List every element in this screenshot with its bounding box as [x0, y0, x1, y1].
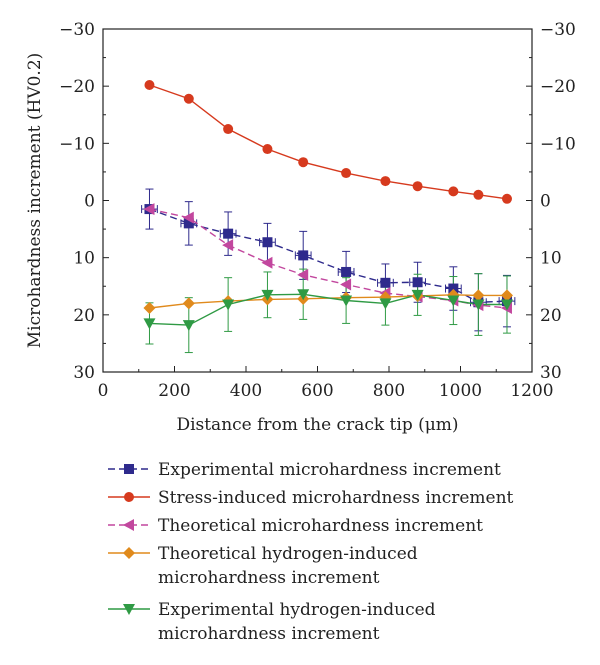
x-tick-label: 800: [373, 381, 405, 401]
series-line-1: [149, 208, 508, 304]
data-point-series-1: [223, 228, 234, 239]
data-point-series-4: [472, 289, 485, 302]
data-point-series-1: [262, 237, 273, 248]
legend-label-3: Theoretical microhardness increment: [158, 516, 483, 536]
y-axis-title: Microhardness increment (HV0.2): [25, 53, 45, 349]
legend: Experimental microhardness increment Stre…: [108, 460, 514, 644]
data-point-series-5: [340, 295, 353, 307]
data-point-series-2: [183, 93, 194, 104]
data-point-series-1: [183, 218, 194, 229]
data-point-series-4: [500, 289, 513, 302]
data-point-series-5: [143, 318, 156, 330]
data-point-series-2: [448, 186, 459, 197]
legend-label-1: Experimental microhardness increment: [158, 460, 501, 480]
y-tick-label-left: 0: [84, 192, 95, 212]
data-point-series-5: [411, 289, 424, 301]
data-point-series-5: [261, 289, 274, 301]
data-point-series-5: [472, 299, 485, 311]
legend-label-2: Stress-induced microhardness increment: [158, 488, 514, 508]
legend-label-5-line-1: Experimental hydrogen-induced: [158, 600, 436, 620]
y-tick-label-left: −30: [59, 20, 95, 40]
data-point-series-4: [143, 301, 156, 314]
legend-marker-1: [124, 464, 134, 474]
data-point-series-2: [144, 80, 155, 91]
y-tick-label-left: −20: [59, 77, 95, 97]
data-point-series-3: [222, 239, 234, 252]
y-tick-label-left: 20: [73, 306, 95, 326]
data-point-series-1: [380, 277, 391, 288]
data-point-series-2: [341, 168, 352, 179]
data-point-series-5: [447, 295, 460, 307]
data-point-series-3: [182, 211, 194, 224]
legend-marker-5: [123, 604, 135, 615]
data-point-series-3: [297, 268, 309, 281]
data-point-series-5: [379, 298, 392, 310]
legend-label-4-line-2: microhardness increment: [158, 568, 380, 588]
y-tick-label-right: 0: [540, 192, 551, 212]
y-tick-label-right: −20: [540, 77, 576, 97]
x-axis-title: Distance from the crack tip (μm): [176, 415, 458, 435]
data-point-series-2: [473, 189, 484, 200]
x-tick-label: 400: [230, 381, 262, 401]
data-point-series-3: [143, 203, 155, 216]
axes: 0 200 400 600 800 1000 1200−30 −30−20 −20−10 −100…: [25, 20, 576, 435]
legend-marker-2: [124, 492, 134, 502]
y-tick-label-left: 30: [73, 363, 95, 383]
plot-frame: [102, 28, 533, 373]
x-tick-label: 1200: [510, 381, 553, 401]
data-point-series-4: [182, 297, 195, 310]
series-markers: [143, 80, 513, 332]
error-bars: [141, 188, 516, 354]
data-point-series-1: [412, 277, 423, 288]
y-tick-label-left: −10: [59, 134, 95, 154]
data-point-series-1: [341, 266, 352, 277]
y-tick-label-right: 20: [540, 306, 562, 326]
data-point-series-5: [222, 299, 235, 311]
x-tick-label: 200: [158, 381, 190, 401]
x-tick-label: 600: [301, 381, 333, 401]
series-line-2: [149, 84, 508, 200]
legend-label-5-line-2: microhardness increment: [158, 624, 380, 644]
data-point-series-5: [500, 299, 513, 311]
data-point-series-1: [448, 283, 459, 294]
data-point-series-3: [340, 278, 352, 291]
y-tick-label-right: −10: [540, 134, 576, 154]
data-point-series-2: [262, 144, 273, 155]
x-tick-label: 0: [98, 381, 109, 401]
legend-label-4-line-1: Theoretical hydrogen-induced: [158, 544, 418, 564]
data-point-series-2: [380, 176, 391, 187]
data-point-series-2: [223, 124, 234, 135]
data-point-series-5: [297, 289, 310, 301]
legend-marker-3: [123, 519, 134, 531]
y-tick-label-left: 10: [73, 249, 95, 269]
y-tick-label-right: −30: [540, 20, 576, 40]
y-tick-label-right: 10: [540, 249, 562, 269]
y-tick-label-right: 30: [540, 363, 562, 383]
data-point-series-2: [412, 181, 423, 192]
x-tick-label: 1000: [439, 381, 482, 401]
data-point-series-1: [298, 250, 309, 261]
data-point-series-2: [298, 157, 309, 168]
data-point-series-2: [501, 193, 512, 204]
data-point-series-5: [182, 320, 195, 332]
data-point-series-3: [261, 256, 273, 269]
legend-marker-4: [123, 547, 135, 559]
